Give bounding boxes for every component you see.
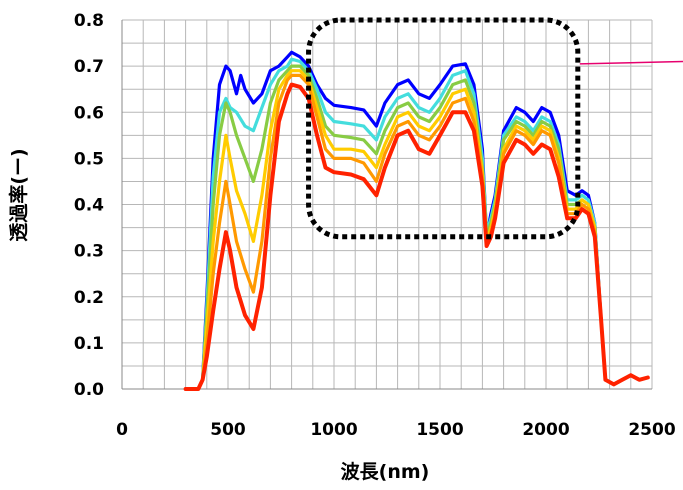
x-tick-label: 2000 (522, 420, 569, 440)
x-axis-label: 波長(nm) (341, 460, 430, 483)
y-axis-label: 透過率(ー) (7, 148, 30, 241)
grid (121, 19, 653, 390)
series-line-2 (184, 57, 650, 391)
y-tick-label: 0.8 (74, 11, 104, 31)
series-line-4 (184, 69, 650, 391)
y-tick-labels: 0.0 0.1 0.2 0.3 0.4 0.5 0.6 0.7 0.8 (74, 11, 104, 400)
y-tick-label: 0.4 (74, 196, 104, 216)
y-tick-label: 0.3 (74, 242, 104, 262)
y-tick-label: 0.0 (74, 380, 104, 400)
y-tick-label: 0.6 (74, 103, 104, 123)
highlight-region-box (306, 17, 581, 240)
x-tick-label: 500 (210, 420, 246, 440)
y-tick-label: 0.2 (74, 288, 104, 308)
series-line-5 (184, 73, 650, 391)
x-tick-label: 2500 (628, 420, 675, 440)
series-lines (183, 50, 650, 391)
y-tick-label: 0.7 (74, 57, 104, 77)
series-line-1 (184, 50, 650, 391)
annotation-pointer-line (579, 60, 683, 65)
x-tick-label: 1500 (416, 420, 463, 440)
y-tick-label: 0.5 (74, 149, 104, 169)
x-tick-label: 1000 (310, 420, 357, 440)
series-line-6 (183, 82, 650, 391)
y-tick-label: 0.1 (74, 334, 104, 354)
x-tick-label: 0 (116, 420, 128, 440)
x-tick-labels: 0 500 1000 1500 2000 2500 (116, 420, 676, 440)
